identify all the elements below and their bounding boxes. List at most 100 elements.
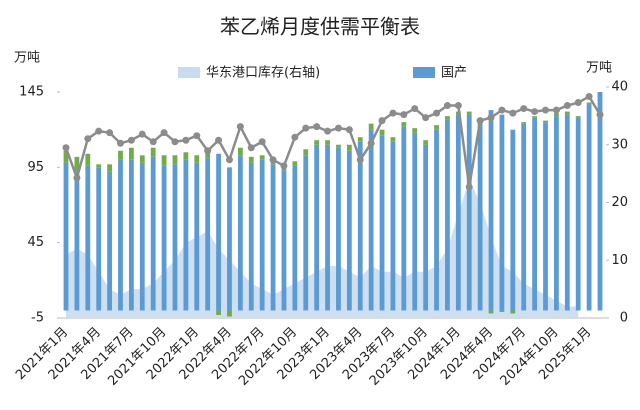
line-marker — [433, 109, 441, 117]
stack-bar — [183, 152, 189, 160]
line-marker — [95, 127, 103, 135]
line-marker — [389, 109, 397, 117]
line-marker — [563, 102, 571, 110]
bar — [390, 141, 396, 311]
bar — [336, 147, 341, 311]
stack-bar — [194, 155, 200, 163]
bar — [521, 123, 527, 311]
stack-bar — [248, 156, 254, 163]
bar — [118, 159, 123, 311]
line-marker — [476, 117, 484, 125]
stack-bar — [357, 137, 363, 142]
stack-bar — [237, 147, 243, 156]
stack-bar — [488, 310, 494, 314]
y2-tick-label: 20 — [611, 195, 628, 210]
line-marker — [367, 139, 375, 147]
inventory-area — [66, 179, 579, 318]
bar — [139, 162, 145, 311]
bar — [150, 156, 156, 311]
line-marker — [356, 156, 364, 164]
bar — [292, 165, 298, 311]
line-marker — [542, 106, 550, 114]
legend-swatch — [178, 67, 200, 78]
stack-bar — [325, 140, 330, 145]
stack-bar — [336, 144, 341, 148]
bar — [128, 159, 134, 311]
bar — [401, 126, 407, 311]
line-marker — [193, 132, 201, 140]
bar — [466, 114, 472, 311]
y2-tick-label: 0 — [620, 311, 628, 326]
stack-bar — [227, 310, 232, 317]
bar — [357, 141, 363, 311]
stack-bar — [543, 120, 548, 123]
line-marker — [204, 147, 212, 155]
stack-bar — [172, 155, 178, 165]
line-marker — [138, 130, 146, 138]
line-marker — [73, 174, 81, 182]
y-tick-label: 45 — [27, 235, 44, 250]
line-marker — [291, 133, 299, 141]
bar — [488, 110, 494, 311]
line-marker — [247, 144, 255, 152]
bar — [412, 132, 418, 311]
line-marker — [215, 136, 223, 144]
line-marker — [171, 138, 179, 146]
line-marker — [258, 138, 266, 146]
stack-bar — [150, 147, 156, 157]
stack-bar — [401, 122, 407, 127]
stack-bar — [259, 155, 265, 160]
line-marker — [585, 93, 593, 101]
y-axis-unit: 万吨 — [14, 51, 40, 66]
stack-bar — [434, 125, 439, 130]
line-marker — [334, 124, 342, 132]
line-marker — [149, 138, 157, 146]
bar — [314, 144, 320, 311]
bar — [434, 129, 439, 311]
bar — [368, 129, 374, 311]
line-marker — [400, 111, 408, 119]
bar — [63, 162, 69, 311]
line-marker — [422, 114, 430, 122]
line-marker — [345, 126, 353, 134]
line-marker — [313, 123, 321, 131]
line-marker — [160, 129, 168, 137]
bar — [96, 167, 102, 311]
y2-axis-unit: 万吨 — [586, 61, 612, 76]
stack-bar — [586, 102, 592, 105]
bar — [259, 159, 265, 311]
bar — [532, 117, 538, 311]
bar — [237, 155, 243, 311]
y2-tick-label: 40 — [611, 80, 628, 95]
stack-bar — [139, 155, 145, 163]
bar — [161, 165, 167, 311]
line-marker — [552, 106, 560, 114]
line-marker — [465, 183, 473, 191]
stack-bar — [74, 156, 80, 172]
line-marker — [116, 139, 124, 147]
bar — [183, 159, 189, 311]
y-tick-label: -5 — [31, 311, 44, 326]
line-marker — [378, 117, 386, 125]
bar — [499, 114, 505, 311]
bar — [586, 104, 592, 311]
stack-bar — [63, 150, 69, 163]
stack-bar — [554, 113, 559, 117]
bar — [575, 117, 581, 311]
bar — [74, 171, 80, 311]
stack-bar — [466, 111, 472, 115]
line-marker — [509, 109, 517, 117]
legend-label: 华东港口库存(右轴) — [206, 65, 320, 81]
stack-bar — [205, 152, 211, 159]
line-marker — [487, 114, 495, 122]
line-marker — [225, 156, 233, 164]
stack-bar — [107, 164, 112, 172]
line-marker — [324, 127, 332, 135]
bar — [543, 122, 548, 311]
stack-bar — [128, 147, 134, 160]
bar — [455, 114, 461, 311]
stack-bar — [412, 128, 418, 133]
bar — [510, 129, 516, 311]
line-marker — [236, 123, 244, 131]
